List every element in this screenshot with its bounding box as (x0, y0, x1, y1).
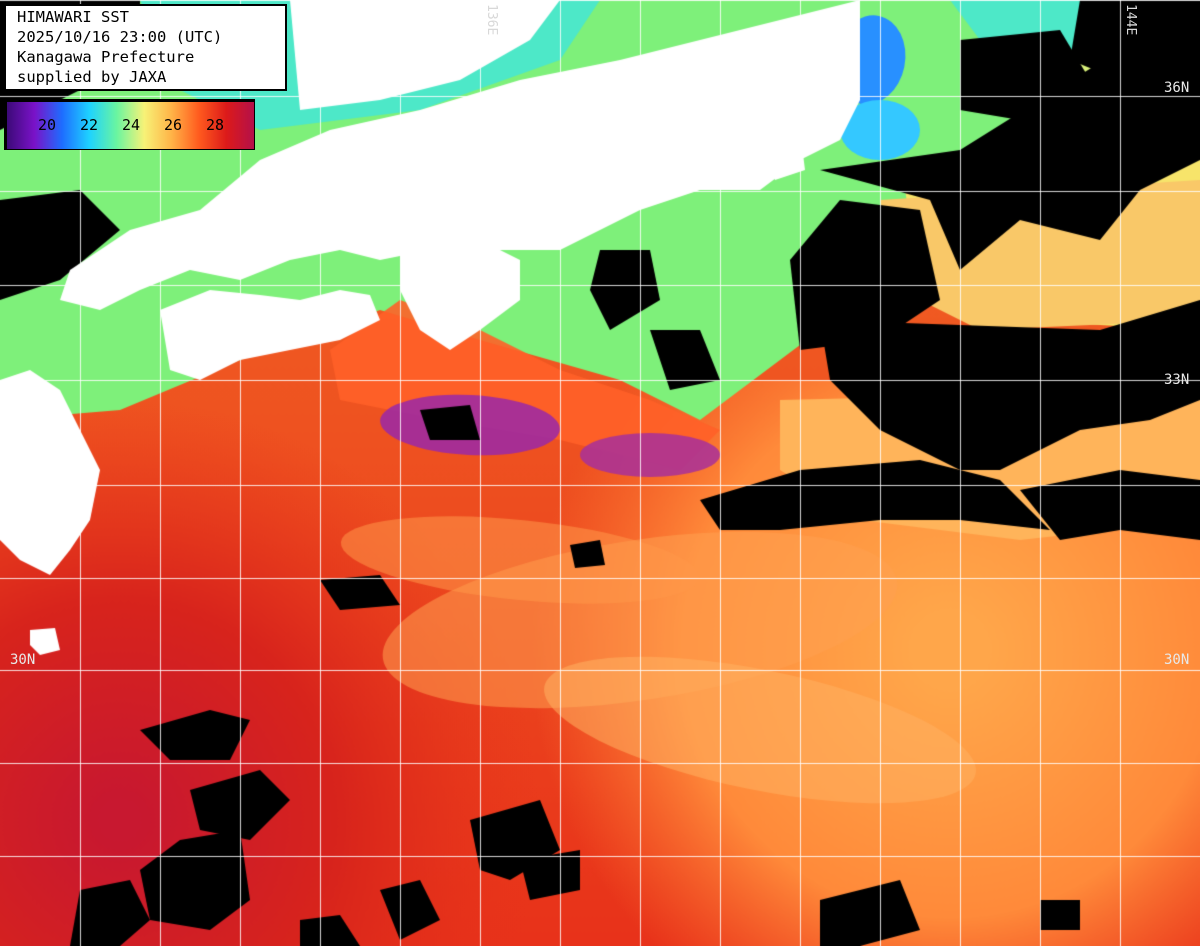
title-line-1: HIMAWARI SST (17, 8, 129, 26)
lon-label-136e: 136E (484, 4, 499, 36)
lon-label-144e: 144E (1123, 4, 1138, 36)
lat-label-30n-right: 30N (1164, 652, 1190, 668)
legend-tick-22: 22 (79, 116, 99, 134)
title-line-3: Kanagawa Prefecture (17, 48, 195, 66)
title-line-2: 2025/10/16 23:00 (UTC) (17, 28, 223, 46)
color-legend: 20 22 24 26 28 (4, 99, 255, 150)
legend-tick-28: 28 (205, 116, 225, 134)
legend-tick-24: 24 (121, 116, 141, 134)
legend-tick-26: 26 (163, 116, 183, 134)
legend-color-bar (7, 102, 254, 149)
title-line-4: supplied by JAXA (17, 68, 167, 86)
lat-label-30n-left: 30N (10, 652, 36, 668)
title-box: HIMAWARI SST 2025/10/16 23:00 (UTC) Kana… (4, 4, 287, 91)
lat-label-36n: 36N (1164, 80, 1190, 96)
lat-label-33n: 33N (1164, 372, 1190, 388)
legend-tick-20: 20 (37, 116, 57, 134)
